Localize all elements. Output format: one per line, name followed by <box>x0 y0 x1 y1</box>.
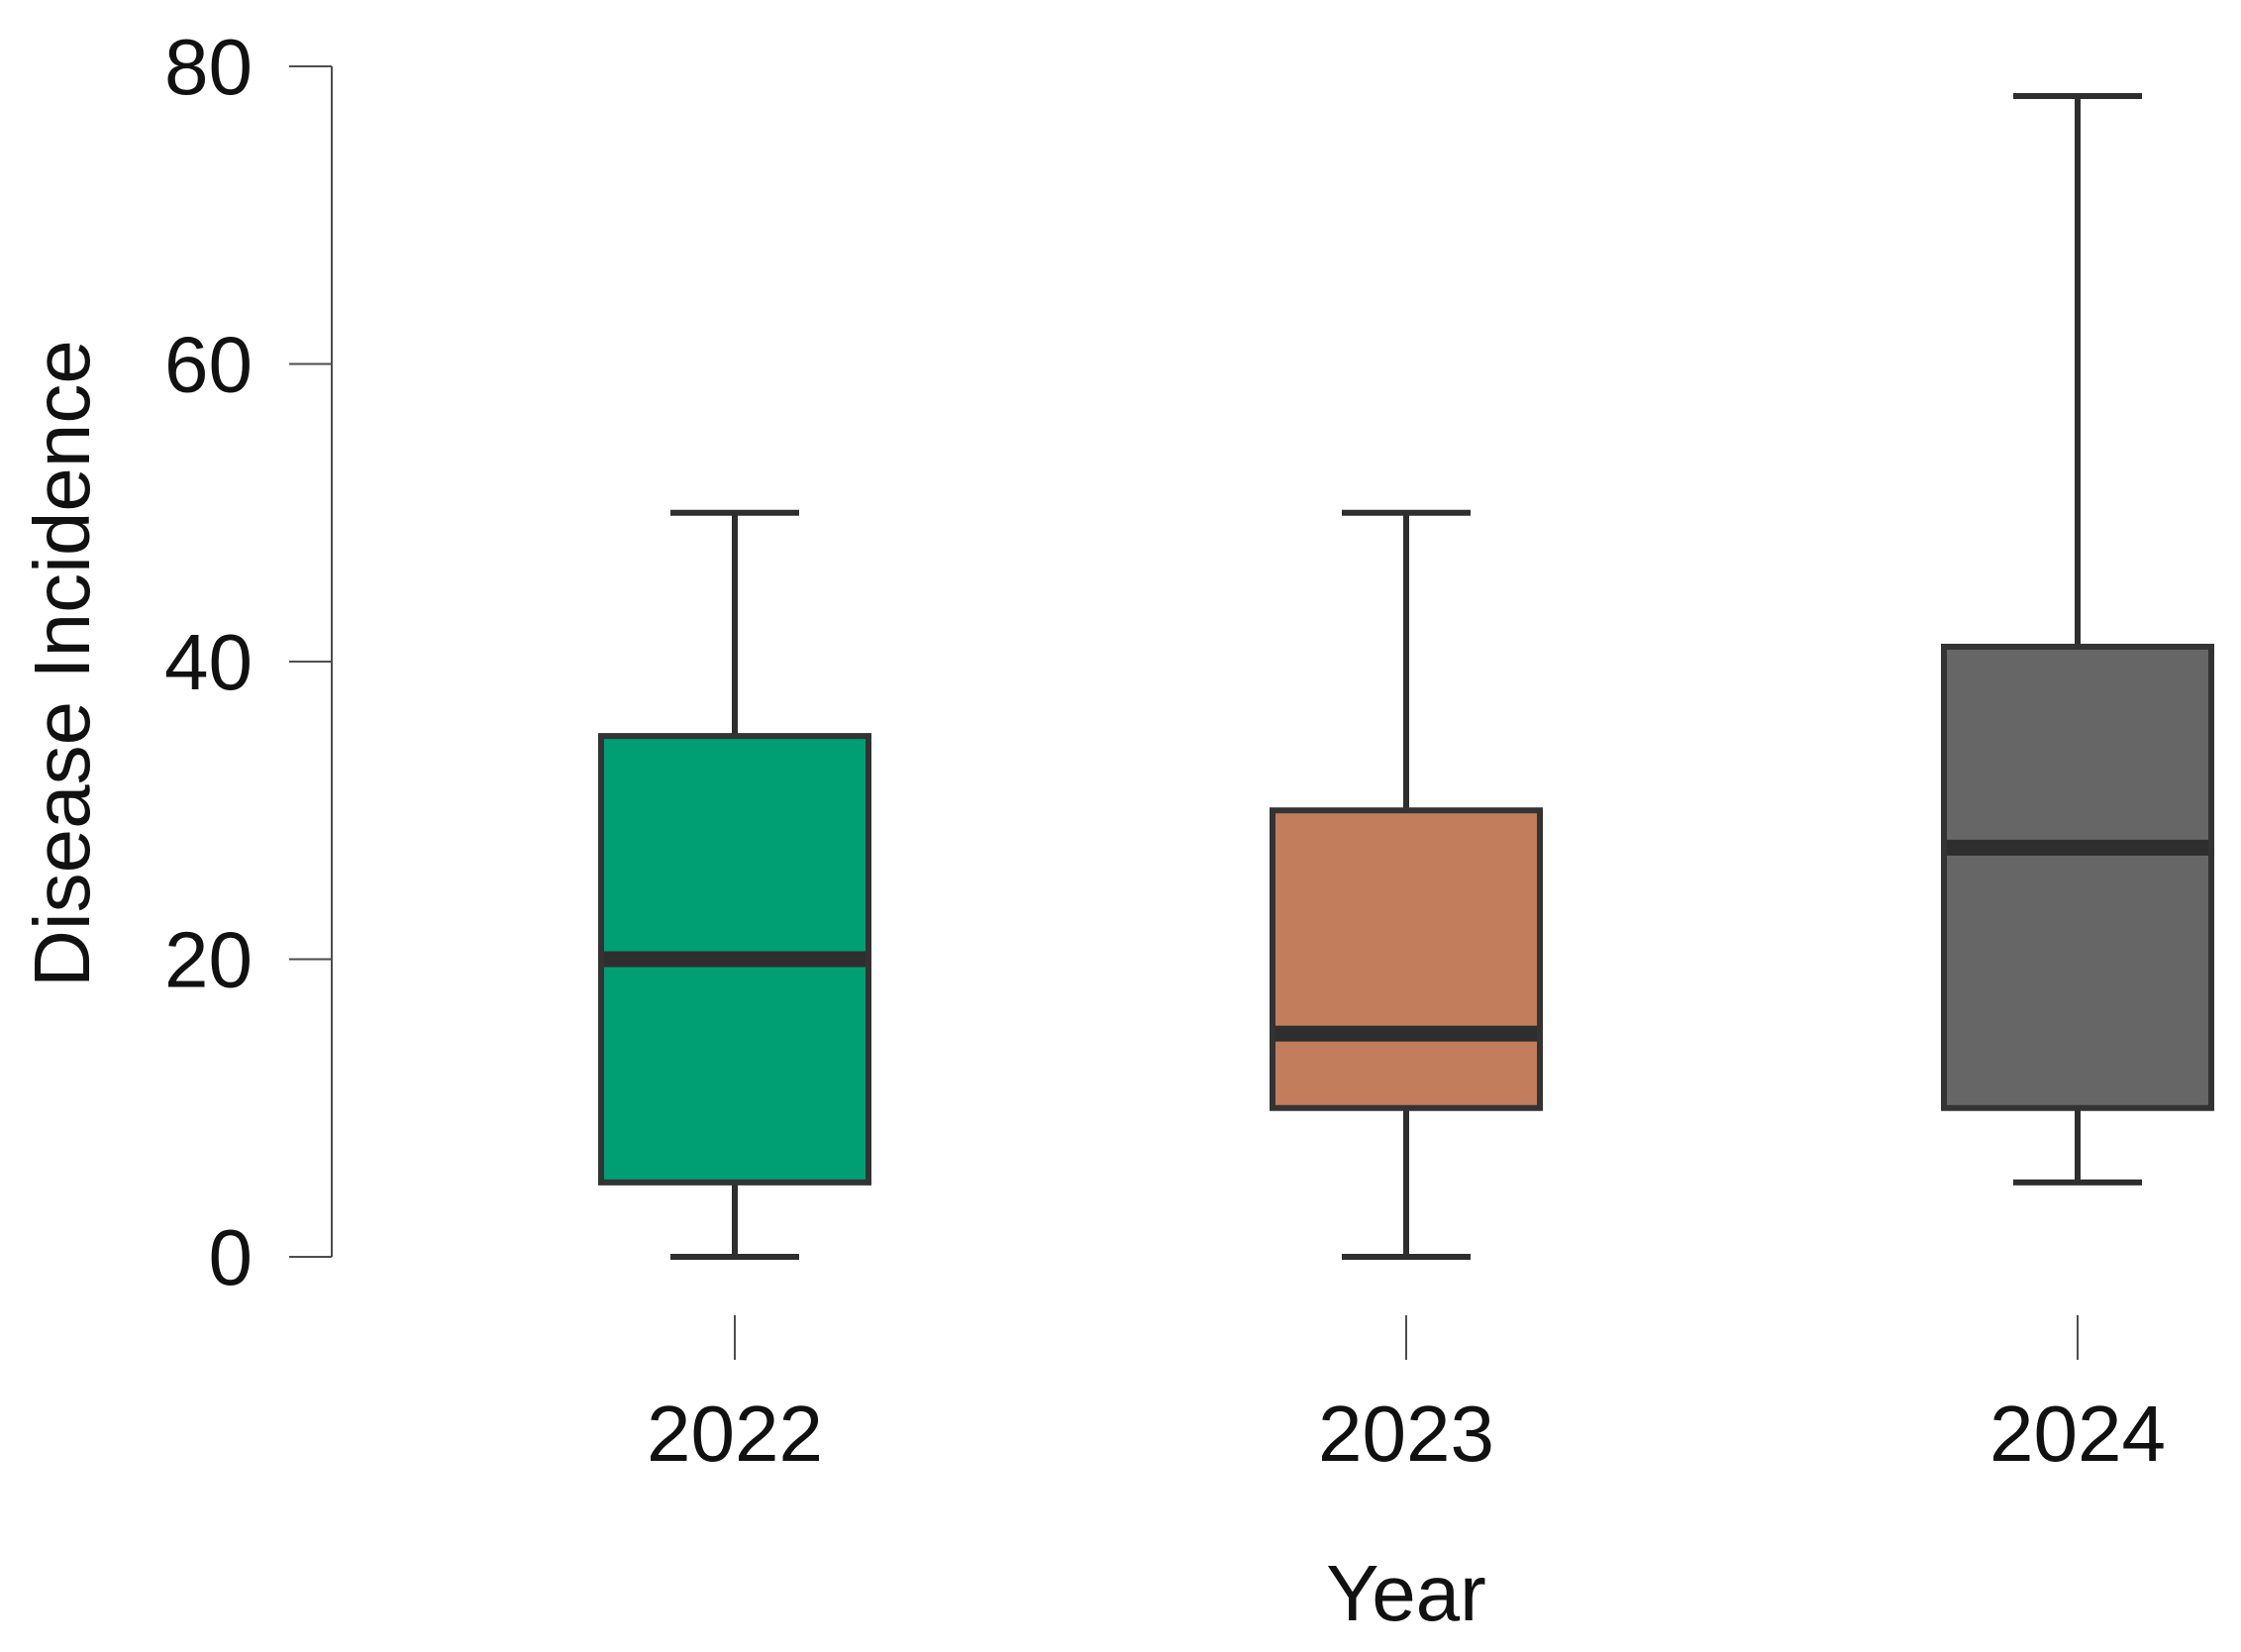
x-axis-title: Year <box>1326 1549 1486 1637</box>
y-tick-label-0: 0 <box>209 1213 254 1301</box>
box-group-2022 <box>598 509 871 1260</box>
x-ticks: 2022 2023 2024 <box>647 1315 2166 1478</box>
x-axis: 2022 2023 2024 <box>647 1315 2166 1478</box>
x-tick-label-2024: 2024 <box>1989 1390 2166 1478</box>
y-axis-title: Disease Incidence <box>18 340 106 987</box>
y-ticks: 0 20 40 60 80 <box>164 23 332 1301</box>
box-group-2023 <box>1270 509 1543 1260</box>
x-tick-label-2022: 2022 <box>647 1390 823 1478</box>
iqr-box-2023 <box>1270 807 1543 1111</box>
boxes <box>598 93 2214 1260</box>
y-tick-label-80: 80 <box>164 23 253 111</box>
y-axis: 0 20 40 60 80 <box>164 23 333 1301</box>
y-tick-label-60: 60 <box>164 321 253 409</box>
y-tick-label-20: 20 <box>164 916 253 1004</box>
x-tick-label-2023: 2023 <box>1318 1390 1494 1478</box>
iqr-box-2024 <box>1941 643 2214 1111</box>
y-tick-label-40: 40 <box>164 618 253 706</box>
box-group-2024 <box>1941 93 2214 1186</box>
